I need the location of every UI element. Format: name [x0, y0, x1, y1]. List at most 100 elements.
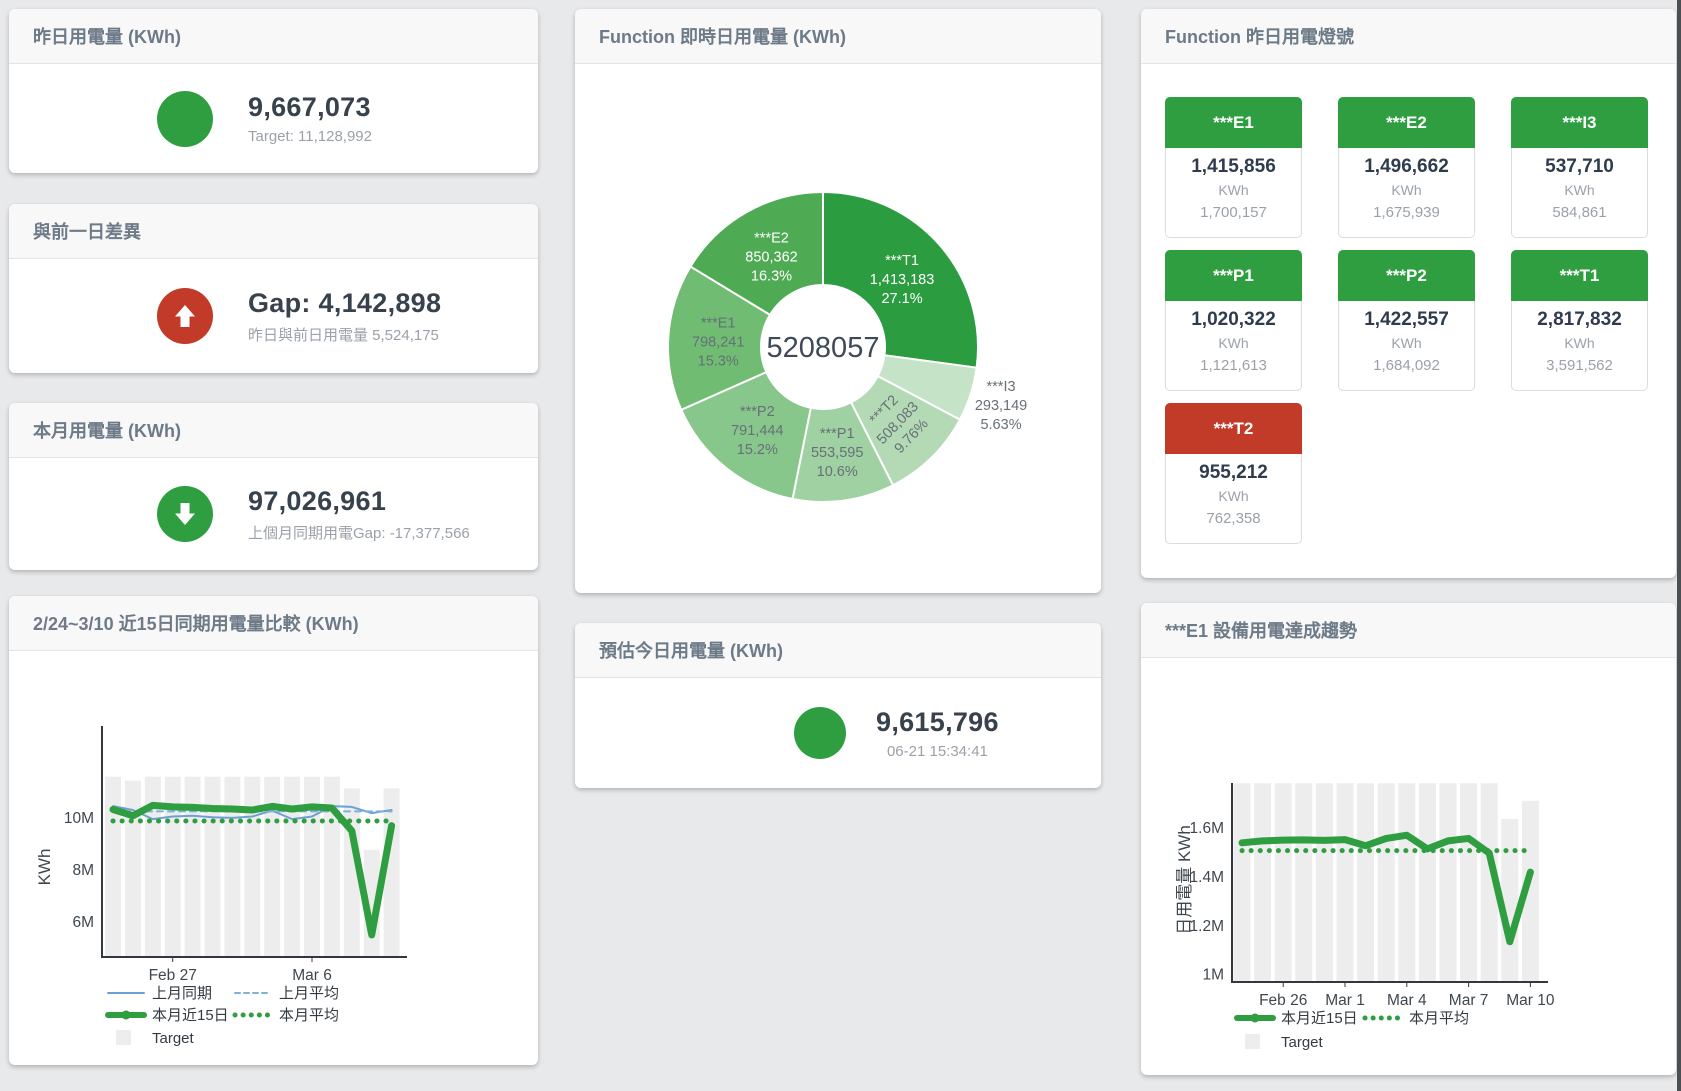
legend-item[interactable]: 本月近15日 — [1234, 1010, 1358, 1027]
light-tile-target: 3,591,562 — [1546, 357, 1613, 374]
donut-slice-label: ***P2 791,444 15.2% — [731, 404, 783, 458]
card-title-text: Function 即時日用電量 (KWh) — [599, 27, 846, 47]
x-tick-label: Mar 6 — [292, 967, 332, 984]
y-axis-label: KWh — [35, 849, 54, 886]
legend-label: 本月近15日 — [1281, 1010, 1358, 1027]
card-title: 本月用電量 (KWh) — [9, 403, 538, 458]
arrow-down-icon — [157, 486, 213, 542]
target-bar — [1521, 800, 1539, 982]
target-bar — [244, 776, 261, 957]
light-tile-target: 1,675,939 — [1373, 204, 1440, 221]
y-tick-label: 10M — [64, 810, 94, 827]
light-tile-label: ***T1 — [1511, 250, 1648, 301]
target-bar — [1439, 783, 1457, 982]
light-tile-unit: KWh — [1391, 182, 1422, 198]
legend-label: 上月同期 — [152, 985, 212, 1002]
arrow-up-icon — [157, 288, 213, 344]
y-tick-label: 1.4M — [1190, 869, 1224, 886]
light-tile-target: 1,700,157 — [1200, 204, 1267, 221]
light-tile-unit: KWh — [1218, 335, 1249, 351]
donut-slice[interactable] — [689, 190, 824, 317]
target-bar — [1315, 783, 1333, 982]
legend-item[interactable]: 本月近15日 — [105, 1007, 229, 1024]
light-tile-label: ***P2 — [1338, 250, 1475, 301]
light-tile: ***I3 537,710 KWh 584,861 — [1511, 97, 1648, 238]
light-tile: ***T1 2,817,832 KWh 3,591,562 — [1511, 250, 1648, 391]
y-tick-label: 1.2M — [1190, 918, 1224, 935]
stat-value: Gap: 4,142,898 — [248, 287, 442, 318]
status-circle-icon — [794, 707, 846, 759]
card-title-text: Function 昨日用電燈號 — [1165, 27, 1354, 47]
card-title-text: ***E1 設備用電達成趨勢 — [1165, 621, 1358, 641]
donut-slice-label: ***E2 850,362 16.3% — [745, 230, 797, 284]
light-tile-value: 537,710 — [1545, 156, 1614, 177]
scrollbar[interactable] — [1677, 0, 1681, 1091]
legend-marker-dot — [1250, 1013, 1260, 1023]
target-bar — [184, 776, 201, 957]
light-tile-label: ***E2 — [1338, 97, 1475, 148]
x-tick-label: Mar 1 — [1325, 992, 1365, 1009]
donut-slice-label: ***E1 798,241 15.3% — [692, 315, 744, 369]
target-bar — [105, 776, 121, 957]
card-light-signals: Function 昨日用電燈號 ***E1 1,415,856 KWh 1,700,1… — [1141, 9, 1676, 578]
legend-label: 本月近15日 — [152, 1007, 229, 1024]
x-tick-label: Mar 4 — [1387, 992, 1427, 1009]
stat-subtext: 昨日與前日用電量 5,524,175 — [248, 326, 439, 344]
donut-slice[interactable] — [679, 370, 812, 501]
target-bar — [1501, 818, 1519, 982]
light-tile: ***P1 1,020,322 KWh 1,121,613 — [1165, 250, 1302, 391]
card-title-text: 預估今日用電量 (KWh) — [599, 641, 783, 661]
card-e1-trend-chart: ***E1 設備用電達成趨勢 1M 1.2M 1.4M 1.6M Feb 26 Mar 1… — [1141, 603, 1676, 1075]
light-tile-value: 1,496,662 — [1364, 156, 1449, 177]
legend-item[interactable]: 本月平均 — [1362, 1010, 1469, 1027]
card-title-text: 本月用電量 (KWh) — [33, 421, 181, 441]
legend-label: Target — [1281, 1034, 1324, 1051]
card-title-text: 2/24~3/10 近15日同期用電量比較 (KWh) — [33, 614, 359, 634]
target-bar — [284, 776, 301, 957]
light-tile-unit: KWh — [1218, 182, 1249, 198]
donut-slice-label: ***T1 1,413,183 27.1% — [870, 253, 935, 307]
target-bar — [1460, 783, 1478, 982]
target-bar — [1480, 783, 1498, 982]
light-tile-target: 1,684,092 — [1373, 357, 1440, 374]
target-bar — [1274, 783, 1292, 982]
legend-item[interactable]: Target — [1245, 1034, 1324, 1051]
stat-timestamp: 06-21 15:34:41 — [886, 742, 988, 760]
card-title-text: 與前一日差異 — [33, 222, 141, 242]
status-circle-icon — [157, 90, 213, 147]
legend-label: Target — [152, 1030, 195, 1047]
stat-value: 97,026,961 — [248, 485, 387, 516]
legend-swatch — [1245, 1034, 1260, 1049]
legend-label: 上月平均 — [279, 985, 339, 1002]
trend-line-chart[interactable]: 1M 1.2M 1.4M 1.6M Feb 26 Mar 1 Mar 4 Mar 7 Mar 1… — [1141, 659, 1676, 1074]
legend-item[interactable]: 本月平均 — [232, 1007, 339, 1024]
y-tick-label: 1M — [1202, 967, 1224, 984]
legend-swatch — [116, 1030, 131, 1045]
series-line — [109, 801, 396, 939]
light-tile-label: ***E1 — [1165, 97, 1302, 148]
legend-item[interactable]: 上月同期 — [107, 985, 212, 1002]
stat-value: 9,667,073 — [248, 92, 371, 122]
stat-value: 9,615,796 — [876, 706, 999, 737]
legend-item[interactable]: Target — [116, 1030, 195, 1047]
light-tile-label: ***I3 — [1511, 97, 1648, 148]
stat-subtext: 上個月同期用電Gap: -17,377,566 — [248, 524, 470, 542]
donut-chart[interactable]: ***T1 1,413,183 27.1%***I3 293,149 5.63%***T… — [575, 65, 1101, 593]
light-tile-label: ***P1 — [1165, 250, 1302, 301]
target-bar — [224, 776, 241, 957]
x-tick-label: Mar 10 — [1506, 992, 1555, 1009]
card-title: 預估今日用電量 (KWh) — [575, 623, 1101, 678]
donut-slice-label: ***P1 553,595 10.6% — [811, 426, 863, 480]
legend-item[interactable]: 上月平均 — [234, 985, 339, 1002]
x-tick-label: Mar 7 — [1449, 992, 1489, 1009]
light-tile: ***E1 1,415,856 KWh 1,700,157 — [1165, 97, 1302, 238]
donut-slice[interactable] — [667, 265, 772, 412]
card-realtime-donut: Function 即時日用電量 (KWh) ***T1 1,413,183 27.1… — [575, 9, 1101, 593]
target-bar — [1336, 783, 1354, 982]
light-tile-label: ***T2 — [1165, 403, 1302, 454]
light-tile-target: 584,861 — [1552, 204, 1607, 221]
card-title-text: 昨日用電量 (KWh) — [33, 27, 181, 47]
light-tile-unit: KWh — [1564, 335, 1595, 351]
donut-slice[interactable] — [822, 190, 979, 369]
